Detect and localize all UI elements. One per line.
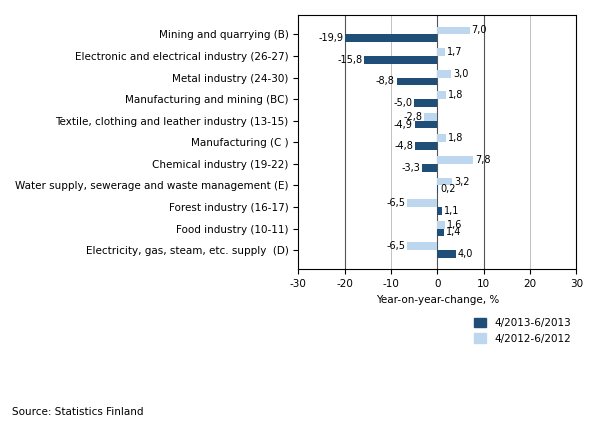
- Bar: [437, 185, 438, 193]
- Bar: [425, 113, 437, 121]
- X-axis label: Year-on-year-change, %: Year-on-year-change, %: [376, 295, 499, 305]
- Text: 1,1: 1,1: [444, 206, 460, 216]
- Text: 3,2: 3,2: [454, 176, 469, 187]
- Text: 4,0: 4,0: [457, 249, 473, 259]
- Text: -3,3: -3,3: [401, 163, 420, 173]
- Text: -8,8: -8,8: [376, 76, 395, 86]
- Text: 1,7: 1,7: [447, 47, 463, 57]
- Bar: [437, 250, 456, 258]
- Text: -5,0: -5,0: [393, 98, 412, 108]
- Text: 7,0: 7,0: [472, 25, 487, 35]
- Text: 1,8: 1,8: [447, 90, 463, 100]
- Bar: [396, 77, 437, 85]
- Text: 1,6: 1,6: [447, 220, 462, 230]
- Text: -19,9: -19,9: [318, 33, 343, 43]
- Bar: [414, 121, 437, 128]
- Bar: [437, 27, 470, 35]
- Bar: [437, 178, 452, 185]
- Text: -2,8: -2,8: [404, 112, 423, 122]
- Bar: [437, 156, 474, 164]
- Bar: [345, 35, 437, 42]
- Bar: [407, 242, 437, 250]
- Bar: [437, 207, 443, 215]
- Legend: 4/2013-6/2013, 4/2012-6/2012: 4/2013-6/2013, 4/2012-6/2012: [474, 318, 571, 344]
- Bar: [415, 142, 437, 150]
- Bar: [437, 221, 445, 229]
- Text: -4,9: -4,9: [394, 120, 413, 130]
- Bar: [437, 229, 444, 236]
- Text: 1,8: 1,8: [447, 133, 463, 144]
- Text: 3,0: 3,0: [453, 69, 468, 79]
- Text: -6,5: -6,5: [386, 198, 405, 208]
- Bar: [437, 70, 451, 77]
- Text: 0,2: 0,2: [440, 184, 456, 195]
- Bar: [414, 99, 437, 107]
- Text: 1,4: 1,4: [446, 227, 461, 237]
- Bar: [364, 56, 437, 64]
- Bar: [437, 134, 446, 142]
- Bar: [422, 164, 437, 172]
- Bar: [437, 91, 446, 99]
- Text: -4,8: -4,8: [394, 141, 413, 151]
- Bar: [437, 48, 446, 56]
- Text: -15,8: -15,8: [337, 55, 362, 65]
- Bar: [407, 199, 437, 207]
- Text: Source: Statistics Finland: Source: Statistics Finland: [12, 407, 144, 417]
- Text: -6,5: -6,5: [386, 241, 405, 251]
- Text: 7,8: 7,8: [475, 155, 491, 165]
